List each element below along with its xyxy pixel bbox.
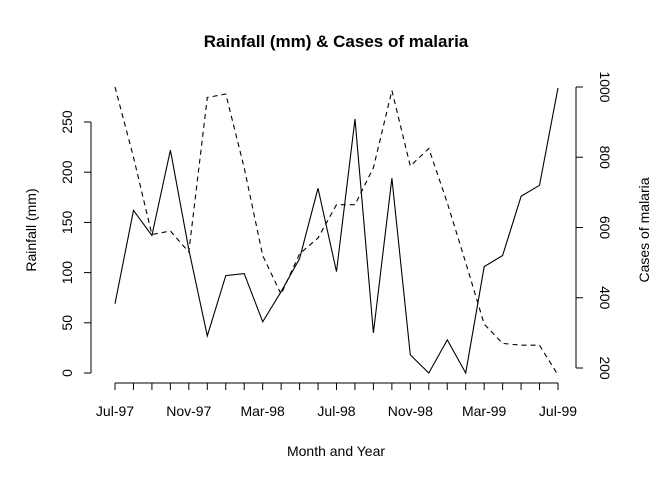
- y-right-tick-label: 400: [597, 286, 613, 310]
- y-right-tick-label: 800: [597, 146, 613, 170]
- y-left-tick-label: 50: [59, 315, 75, 331]
- x-tick-label: Jul-97: [96, 403, 134, 419]
- y-left-tick-label: 250: [59, 110, 75, 134]
- y-left-tick-label: 0: [59, 369, 75, 377]
- rainfall-line: [114, 87, 559, 375]
- y-right-tick-label: 200: [597, 356, 613, 380]
- axes-group: 0 50 100 150 200 250 200 400 600 800 1000 Jul-97 Nov…: [59, 71, 613, 419]
- x-tick-label: Nov-98: [388, 403, 433, 419]
- x-tick-label: Jul-99: [539, 403, 577, 419]
- y-axis-label-right: Cases of malaria: [636, 177, 652, 282]
- x-axis-label: Month and Year: [287, 443, 385, 459]
- x-tick-label: Mar-99: [462, 403, 507, 419]
- x-tick-label: Mar-98: [240, 403, 285, 419]
- y-right-tick-label: 1000: [597, 71, 613, 102]
- chart-title: Rainfall (mm) & Cases of malaria: [204, 32, 469, 51]
- y-right-tick-label: 600: [597, 216, 613, 240]
- malaria-cases-line: [114, 86, 559, 376]
- y-left-tick-label: 200: [59, 160, 75, 184]
- y-left-tick-label: 150: [59, 211, 75, 235]
- x-tick-label: Jul-98: [317, 403, 355, 419]
- x-tick-label: Nov-97: [166, 403, 211, 419]
- y-left-tick-label: 100: [59, 261, 75, 285]
- y-axis-label-left: Rainfall (mm): [23, 188, 39, 271]
- series-group: [114, 86, 559, 376]
